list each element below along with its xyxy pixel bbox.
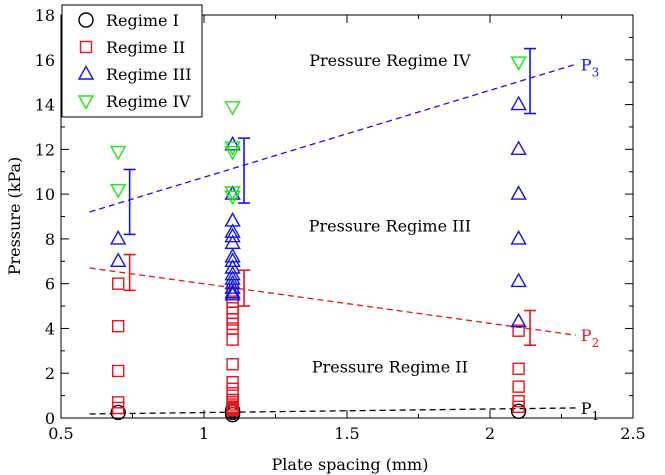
fit-line-label-base: P [581,55,592,74]
data-point [226,375,239,389]
data-point [110,145,127,161]
data-point [226,358,239,371]
y-tick-label: 2 [45,364,55,383]
data-point [110,252,127,267]
data-point [224,285,241,301]
data-point [110,183,127,199]
data-point [510,229,527,245]
legend-label: Regime III [106,65,192,84]
data-point [224,145,241,161]
x-tick-label: 2 [485,424,495,443]
y-tick-label: 14 [35,96,55,115]
y-tick-label: 18 [35,6,55,25]
fit-line-label-base: P [581,326,592,345]
y-axis-label: Pressure (kPa) [5,157,24,276]
legend-marker [78,12,94,28]
x-tick-label: 1.5 [334,424,359,443]
region-annotation: Pressure Regime III [309,216,471,235]
fit-line-label-subscript: 1 [592,409,600,423]
data-point [512,380,525,393]
legend-label: Regime I [106,11,179,30]
legend-marker [77,95,95,110]
data-point [226,317,239,331]
data-point [110,229,127,245]
error-bars-layer [123,47,537,347]
data-point [512,400,525,414]
data-point [510,140,527,156]
data-point [510,95,527,111]
data-point [224,135,241,151]
data-point [111,401,125,415]
y-tick-label: 6 [45,275,55,294]
region-annotation: Pressure Regime IV [309,51,471,70]
y-tick-label: 16 [35,51,55,70]
x-tick-label: 0.5 [48,424,73,443]
legend-box [61,4,203,118]
y-tick-label: 8 [45,230,55,249]
fit-line-label: P3 [581,55,599,79]
y-tick-label: 4 [45,319,55,338]
x-axis-label: Plate spacing (mm) [272,455,429,474]
region-annotation: Pressure Regime II [312,358,468,377]
fit-line [89,407,576,415]
y-tick-label: 12 [35,140,55,159]
data-point [510,56,527,71]
data-point [226,302,239,315]
data-point [224,186,241,201]
data-point [224,141,241,157]
data-point [224,101,241,116]
y-tick-label: 10 [35,185,55,204]
data-point [224,185,241,200]
data-point [226,382,239,396]
data-point [224,227,241,243]
x-tick-label: 1 [199,424,209,443]
data-point [226,403,239,417]
fit-line [89,63,576,213]
fit-line-label-subscript: 3 [592,65,600,79]
data-point [512,324,525,337]
data-point [110,404,126,421]
data-point [224,283,241,299]
data-point [510,185,527,200]
data-point [111,364,125,378]
legend-label: Regime IV [106,92,191,111]
x-tick-label: 2.5 [620,424,645,443]
fit-line-label: P2 [581,326,599,350]
fit-line [89,267,576,336]
legend-marker [79,40,93,54]
data-point [512,362,525,375]
fit-line-label: P1 [581,399,599,423]
data-point [510,272,527,288]
data-point [510,403,527,419]
fit-line-label-subscript: 2 [592,336,600,350]
annotations-layer: Pressure Regime IV Pressure Regime III Pre… [309,51,471,377]
y-tick-label: 0 [45,409,55,428]
data-point [111,277,125,290]
data-point [224,279,241,294]
data-point [226,306,239,319]
data-point [510,312,527,328]
legend-marker [77,65,95,80]
fit-line-label-base: P [581,399,592,418]
legend: Regime I Regime II Regime III Regime IV [61,4,203,118]
legend-label: Regime II [106,38,185,57]
data-point [111,320,125,333]
data-point [224,190,241,206]
data-point [226,333,239,346]
data-points-layer [110,56,527,423]
